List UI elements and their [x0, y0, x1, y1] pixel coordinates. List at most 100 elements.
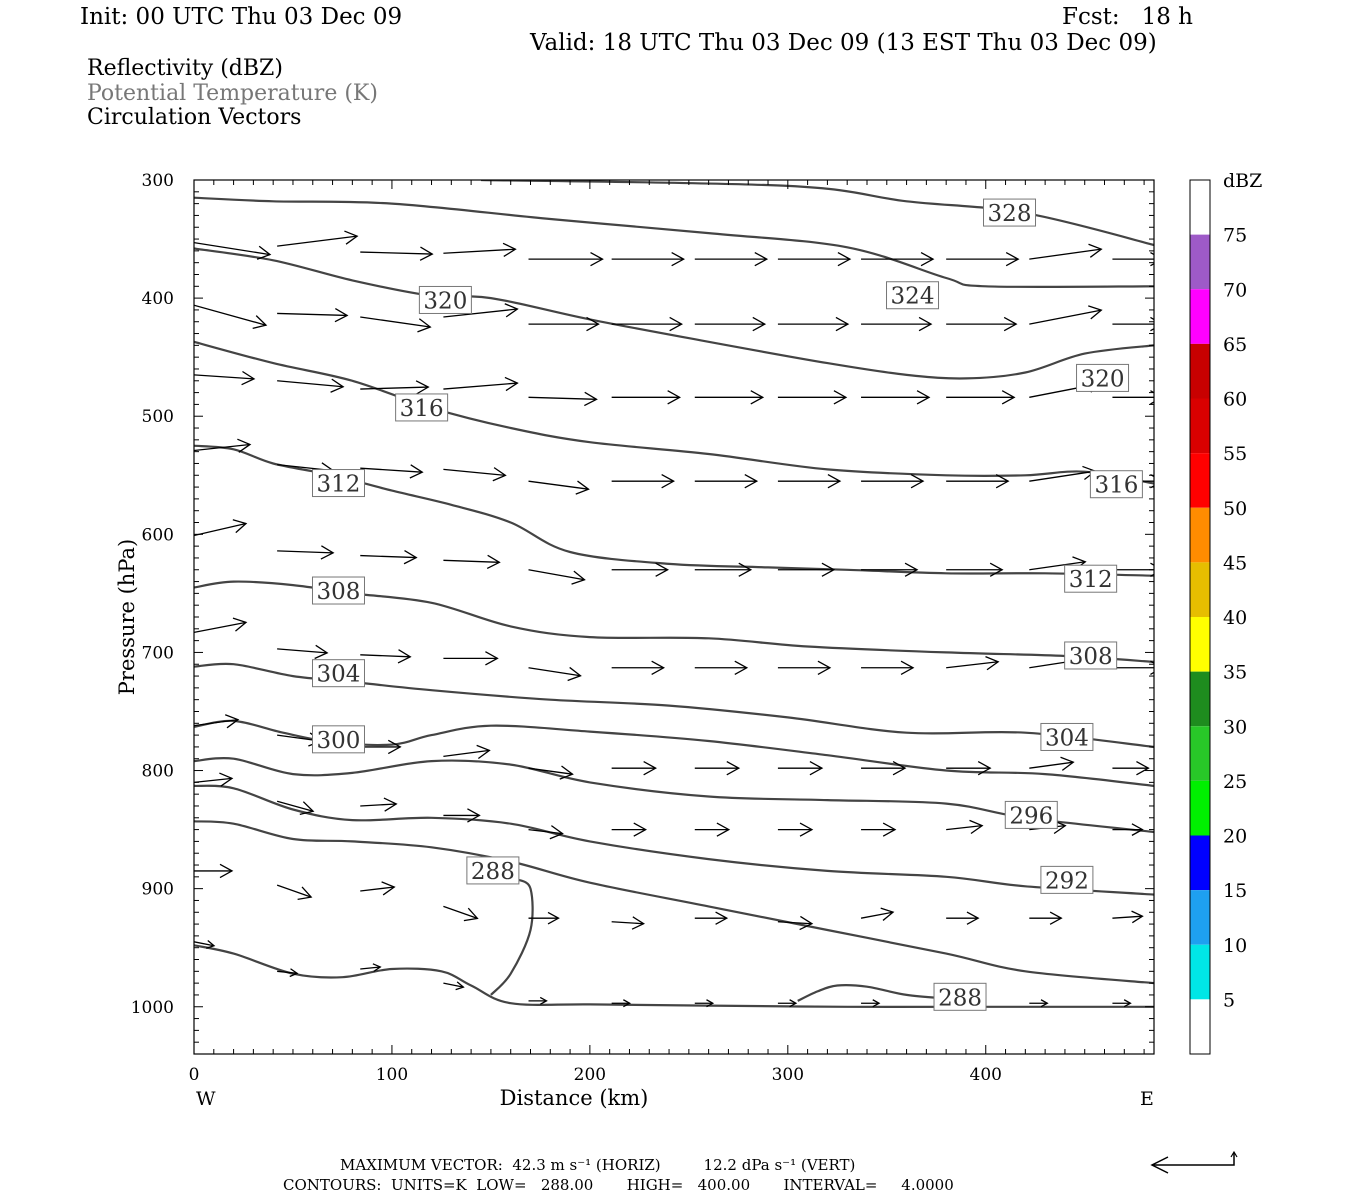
contour-label-14: 292 [1040, 865, 1094, 894]
circulation-vector-43 [777, 474, 842, 489]
contour-label-13: 296 [1004, 800, 1058, 829]
y-tick-label: 1000 [131, 998, 174, 1018]
contour-label-text: 328 [988, 201, 1032, 227]
circulation-vector-24 [194, 370, 256, 386]
circulation-vector-104 [860, 907, 895, 921]
reference-vector-icon [1150, 1150, 1238, 1174]
circulation-vector-83 [1112, 761, 1150, 776]
circulation-vector-23 [1112, 316, 1154, 332]
contour-label-4: 316 [395, 393, 449, 422]
theta-contour-12 [490, 878, 534, 996]
colorbar-label: 75 [1223, 225, 1247, 247]
circulation-vector-89 [611, 822, 647, 837]
contour-label-text: 316 [400, 396, 444, 422]
colorbar-segment [1190, 890, 1210, 945]
colorbar-segment [1190, 671, 1210, 727]
y-tick-label: 300 [142, 171, 174, 191]
circulation-vector-105 [946, 911, 980, 925]
circulation-vector-8 [861, 251, 935, 267]
circulation-vector-92 [861, 822, 897, 837]
circulation-vector-13 [277, 307, 349, 323]
circulation-vector-106 [1029, 911, 1063, 925]
colorbar-segment [1190, 453, 1210, 508]
contour-label-11: 304 [1040, 722, 1094, 751]
circulation-vector-118 [1029, 999, 1049, 1008]
circulation-vector-88 [528, 825, 564, 840]
colorbar-label: 55 [1223, 443, 1247, 465]
circulation-vector-40 [528, 480, 590, 495]
x-tick-label: 300 [772, 1065, 804, 1085]
circulation-vector-96 [194, 863, 234, 879]
circulation-vector-71 [1112, 660, 1154, 675]
circulation-vector-3 [443, 242, 517, 258]
field-theta-label: Potential Temperature (K) [87, 81, 378, 106]
circulation-vector-39 [443, 467, 507, 482]
circulation-vector-69 [946, 656, 1000, 671]
circulation-vector-22 [1029, 305, 1103, 325]
circulation-vector-30 [694, 390, 765, 405]
circulation-vector-33 [946, 390, 1016, 405]
contour-label-10: 304 [311, 659, 365, 688]
circulation-vector-119 [1112, 999, 1132, 1008]
colorbar-segment [1190, 562, 1210, 617]
contour-label-text: 304 [317, 662, 361, 688]
circulation-vector-15 [443, 303, 519, 318]
colorbar-label: 70 [1223, 279, 1247, 301]
contour-label-8: 308 [311, 576, 365, 605]
colorbar-segment [1190, 944, 1210, 1000]
circulation-vector-50 [360, 550, 418, 565]
circulation-vector-97 [276, 884, 313, 900]
theta-contour-5 [194, 580, 1154, 663]
colorbar-segment [1190, 507, 1210, 563]
circulation-vector-87 [443, 808, 481, 823]
colorbar-segment [1190, 999, 1210, 1054]
circulation-vector-90 [694, 822, 731, 837]
y-tick-label: 500 [142, 407, 174, 427]
x-axis-title: Distance (km) [500, 1086, 649, 1110]
contour-label-16: 288 [933, 982, 987, 1011]
circulation-vector-115 [777, 999, 798, 1008]
circulation-vector-93 [946, 819, 984, 835]
circulation-vector-6 [694, 251, 769, 267]
circulation-vector-7 [777, 251, 852, 267]
circulation-vector-59 [1112, 562, 1154, 577]
circulation-vector-60 [194, 617, 248, 633]
field-vectors-label: Circulation Vectors [87, 105, 302, 130]
theta-contour-3 [194, 340, 1154, 485]
colorbar-label: 45 [1223, 552, 1247, 574]
circulation-vector-100 [528, 911, 560, 925]
circulation-vector-77 [611, 761, 657, 776]
x-tick-label: 100 [376, 1065, 408, 1085]
theta-contour-0 [480, 180, 1154, 247]
contour-label-text: 292 [1045, 868, 1089, 894]
colorbar-label: 5 [1223, 989, 1235, 1011]
circulation-vector-114 [694, 999, 715, 1008]
contour-label-6: 312 [311, 469, 365, 498]
circulation-vector-68 [861, 660, 915, 675]
colorbar-label: 60 [1223, 389, 1247, 411]
contour-label-text: 296 [1009, 803, 1053, 829]
theta-contour-9 [194, 784, 1154, 896]
circulation-vector-112 [528, 996, 548, 1005]
colorbar-label: 30 [1223, 716, 1247, 738]
east-label: E [1140, 1088, 1154, 1110]
colorbar-label: 50 [1223, 498, 1247, 520]
circulation-vector-116 [861, 999, 881, 1008]
x-tick-label: 0 [189, 1065, 200, 1085]
circulation-vector-29 [611, 390, 681, 405]
colorbar-segment [1190, 234, 1210, 290]
contour-label-text: 304 [1045, 725, 1089, 751]
x-tick-label: 200 [574, 1065, 606, 1085]
contour-info-note: CONTOURS: UNITS=K LOW= 288.00 HIGH= 400.… [283, 1176, 954, 1194]
circulation-vector-80 [861, 761, 907, 776]
contour-label-text: 316 [1094, 473, 1138, 499]
circulation-vector-2 [360, 246, 434, 261]
circulation-vector-75 [443, 744, 491, 759]
circulation-vector-18 [694, 316, 767, 332]
circulation-vector-91 [777, 822, 814, 837]
circulation-vector-25 [277, 378, 345, 393]
circulation-vector-56 [861, 562, 919, 577]
x-tick-label: 400 [970, 1065, 1002, 1085]
circulation-vector-9 [946, 251, 1020, 267]
